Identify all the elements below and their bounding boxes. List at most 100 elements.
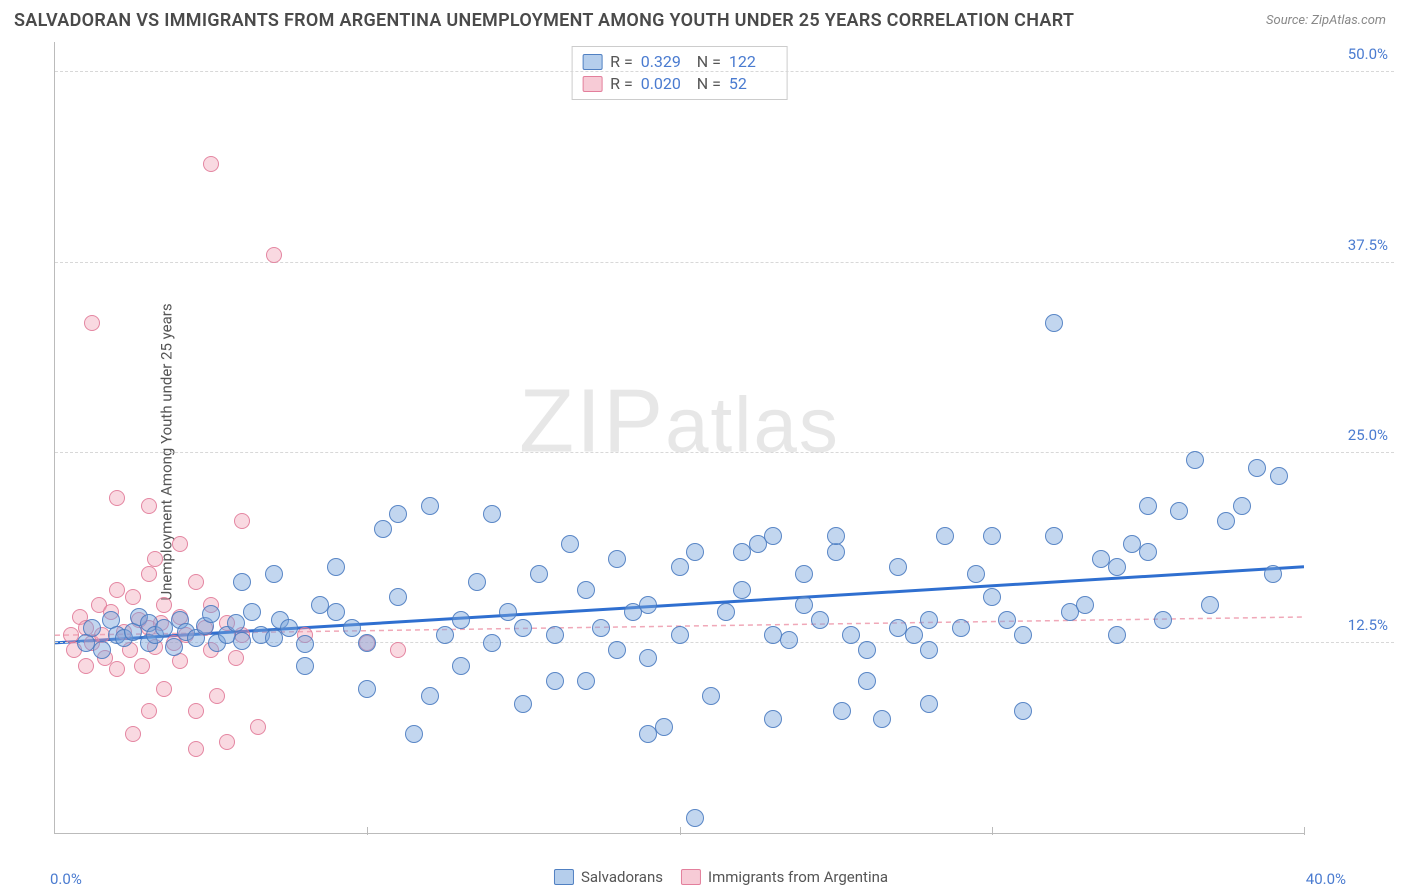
scatter-point xyxy=(655,718,673,736)
x-tick xyxy=(992,827,993,835)
scatter-point xyxy=(530,565,548,583)
scatter-point xyxy=(983,588,1001,606)
chart-title: SALVADORAN VS IMMIGRANTS FROM ARGENTINA … xyxy=(14,10,1074,31)
scatter-point xyxy=(967,565,985,583)
scatter-point xyxy=(1076,596,1094,614)
scatter-point xyxy=(358,634,376,652)
scatter-point xyxy=(1045,527,1063,545)
scatter-point xyxy=(1201,596,1219,614)
stat-n-pink: 52 xyxy=(729,73,777,95)
scatter-point xyxy=(483,505,501,523)
scatter-point xyxy=(733,581,751,599)
scatter-point xyxy=(125,726,141,742)
scatter-point xyxy=(608,641,626,659)
scatter-point xyxy=(686,543,704,561)
scatter-point xyxy=(1170,502,1188,520)
scatter-point xyxy=(141,566,157,582)
scatter-point xyxy=(920,641,938,659)
scatter-point xyxy=(1264,565,1282,583)
scatter-point xyxy=(165,638,183,656)
swatch-pink-icon xyxy=(681,869,701,885)
scatter-point xyxy=(639,725,657,743)
scatter-point xyxy=(405,725,423,743)
chart-container: Unemployment Among Youth under 25 years … xyxy=(48,42,1394,862)
scatter-point xyxy=(125,589,141,605)
scatter-point xyxy=(452,611,470,629)
x-tick xyxy=(1304,827,1305,835)
scatter-point xyxy=(84,315,100,331)
scatter-point xyxy=(873,710,891,728)
scatter-point xyxy=(390,642,406,658)
gridline xyxy=(55,71,1394,72)
swatch-blue-icon xyxy=(554,869,574,885)
n-label: N = xyxy=(697,73,721,95)
scatter-point xyxy=(389,588,407,606)
scatter-point xyxy=(842,626,860,644)
scatter-point xyxy=(109,490,125,506)
legend-label-pink: Immigrants from Argentina xyxy=(708,868,888,886)
scatter-point xyxy=(483,634,501,652)
scatter-point xyxy=(1154,611,1172,629)
scatter-point xyxy=(780,631,798,649)
legend-item-blue: Salvadorans xyxy=(554,868,663,886)
scatter-point xyxy=(717,603,735,621)
scatter-point xyxy=(608,550,626,568)
scatter-point xyxy=(358,680,376,698)
scatter-point xyxy=(109,582,125,598)
scatter-point xyxy=(983,527,1001,545)
scatter-point xyxy=(421,687,439,705)
y-tick-label: 37.5% xyxy=(1348,236,1388,254)
scatter-point xyxy=(1248,459,1266,477)
scatter-point xyxy=(1045,314,1063,332)
swatch-pink-icon xyxy=(582,76,602,92)
scatter-point xyxy=(93,641,111,659)
plot-area: ZIPatlas R = 0.329 N = 122 R = 0.020 N =… xyxy=(54,42,1304,834)
stat-r-blue: 0.329 xyxy=(641,51,689,73)
scatter-point xyxy=(577,581,595,599)
scatter-point xyxy=(1139,543,1157,561)
scatter-point xyxy=(436,626,454,644)
scatter-point xyxy=(920,611,938,629)
scatter-point xyxy=(203,156,219,172)
scatter-point xyxy=(833,702,851,720)
scatter-point xyxy=(795,565,813,583)
scatter-point xyxy=(468,573,486,591)
scatter-point xyxy=(639,596,657,614)
scatter-point xyxy=(514,695,532,713)
scatter-point xyxy=(265,629,283,647)
scatter-point xyxy=(1014,702,1032,720)
scatter-point xyxy=(764,527,782,545)
source-credit: Source: ZipAtlas.com xyxy=(1266,13,1386,28)
scatter-point xyxy=(141,498,157,514)
scatter-point xyxy=(1014,626,1032,644)
scatter-point xyxy=(858,672,876,690)
legend-label-blue: Salvadorans xyxy=(581,868,663,886)
stat-r-pink: 0.020 xyxy=(641,73,689,95)
scatter-point xyxy=(889,558,907,576)
scatter-point xyxy=(577,672,595,690)
scatter-point xyxy=(795,596,813,614)
scatter-point xyxy=(1233,497,1251,515)
scatter-point xyxy=(202,605,220,623)
x-tick-left: 0.0% xyxy=(50,870,82,888)
scatter-point xyxy=(1108,626,1126,644)
stat-row-blue: R = 0.329 N = 122 xyxy=(582,51,777,73)
scatter-point xyxy=(83,619,101,637)
scatter-point xyxy=(639,649,657,667)
trend-lines-svg xyxy=(55,42,1304,833)
scatter-point xyxy=(234,513,250,529)
scatter-point xyxy=(499,603,517,621)
scatter-point xyxy=(219,734,235,750)
scatter-point xyxy=(546,626,564,644)
x-tick-right: 40.0% xyxy=(1306,870,1346,888)
scatter-point xyxy=(243,603,261,621)
scatter-point xyxy=(188,703,204,719)
scatter-point xyxy=(592,619,610,637)
scatter-point xyxy=(686,809,704,827)
scatter-point xyxy=(671,626,689,644)
scatter-point xyxy=(811,611,829,629)
scatter-point xyxy=(452,657,470,675)
scatter-point xyxy=(998,611,1016,629)
scatter-point xyxy=(141,703,157,719)
scatter-point xyxy=(188,741,204,757)
